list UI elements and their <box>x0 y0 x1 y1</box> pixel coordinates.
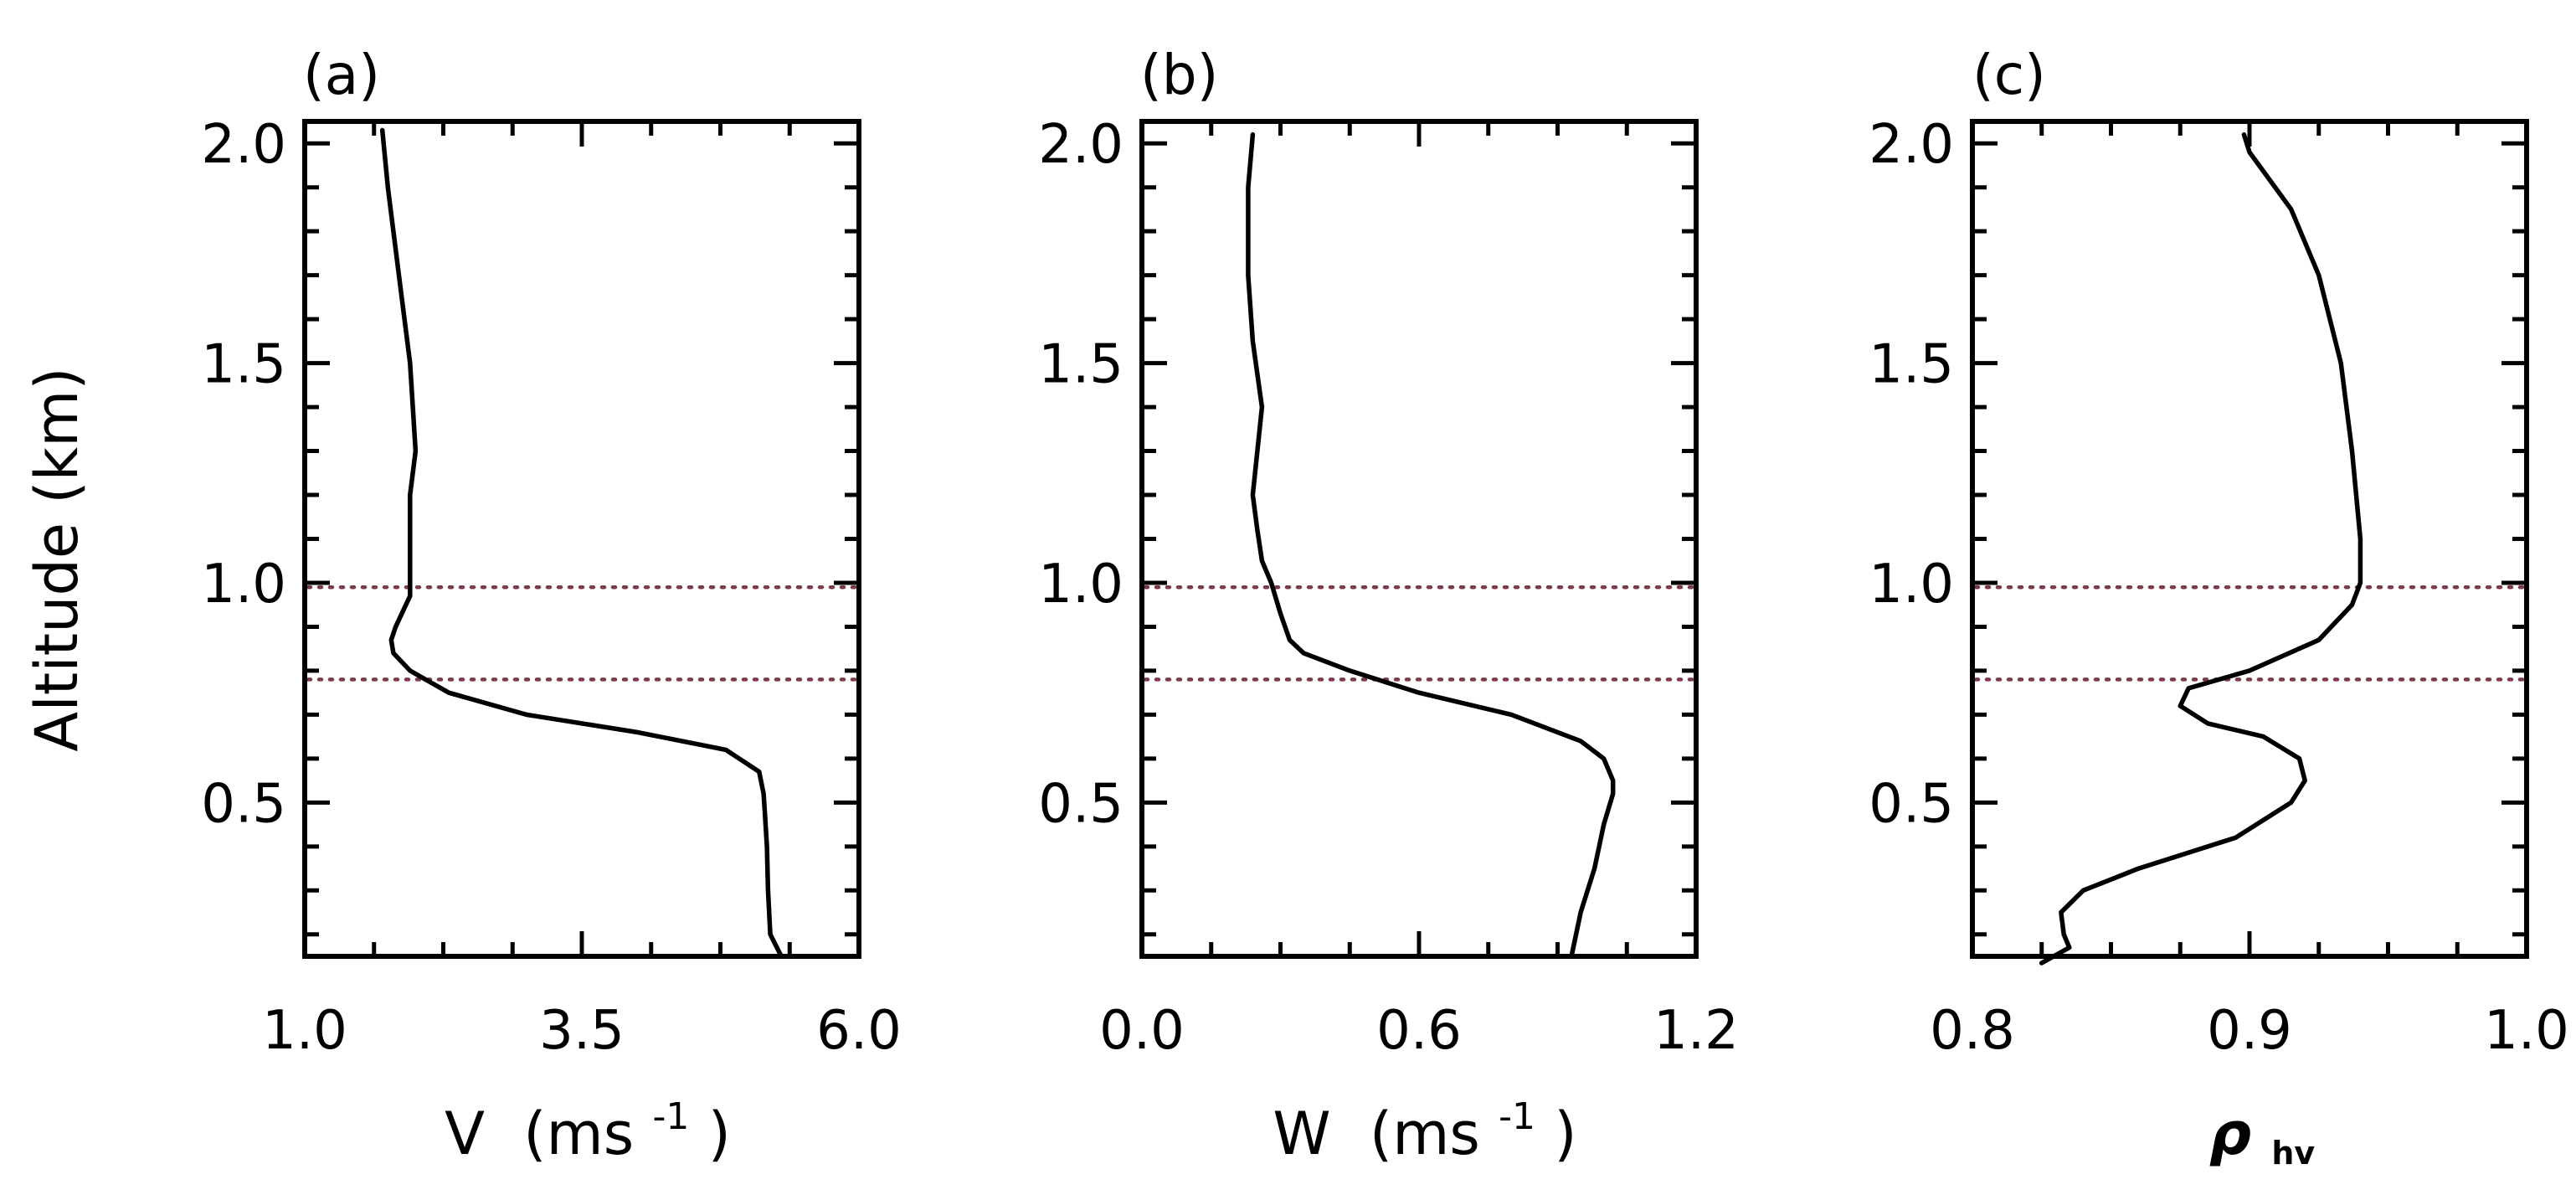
panel-b-ytick-labels: 0.5 1.0 1.5 2.0 <box>1038 114 1123 835</box>
panel-b-xtick-labels: 0.0 0.6 1.2 <box>1099 1000 1739 1062</box>
panel-b-xtick-label: 0.0 <box>1099 1000 1185 1062</box>
panel-a-ticks <box>302 121 861 956</box>
panel-b-frame <box>1139 119 1699 959</box>
panel-c-xtick-label: 0.8 <box>1930 1000 2015 1062</box>
panel-b-reference-lines <box>1143 585 1695 682</box>
panel-c-ytick-label: 0.5 <box>1869 773 1954 835</box>
panel-c-xtick-label: 0.9 <box>2207 1000 2292 1062</box>
panel-b: (b) 0.5 1.0 1.5 2.0 0.0 0.6 1.2 W (ms -1 ) <box>1038 43 1739 1168</box>
panel-c-reference-lines <box>1973 585 2526 682</box>
panel-a-ytick-label: 1.5 <box>201 334 286 396</box>
panel-a-xtick-labels: 1.0 3.5 6.0 <box>262 1000 902 1062</box>
panel-c-ytick-label: 2.0 <box>1869 114 1954 176</box>
panel-a-xtick-label: 1.0 <box>262 1000 347 1062</box>
panel-b-x-axis-unit-close: ) <box>1554 1100 1576 1168</box>
panel-a-ytick-label: 2.0 <box>201 114 286 176</box>
panel-b-x-axis-title: W (ms -1 ) <box>1273 1074 1576 1168</box>
panel-c-xtick-label: 1.0 <box>2484 1000 2569 1062</box>
panel-c: (c) 0.5 1.0 1.5 2.0 0.8 0.9 1.0 ρ hv <box>1869 43 2569 1172</box>
panel-a-x-axis-title: V (ms -1 ) <box>445 1074 731 1168</box>
panel-a-v-profile-line <box>379 127 784 959</box>
panel-c-x-axis-title: ρ hv <box>2209 1100 2316 1172</box>
panel-b-ytick-label: 1.5 <box>1038 334 1123 396</box>
panel-b-ytick-label: 2.0 <box>1038 114 1123 176</box>
panel-b-xtick-label: 1.2 <box>1653 1000 1739 1062</box>
panel-b-ytick-label: 1.0 <box>1038 554 1123 616</box>
panel-label-b: (b) <box>1140 43 1218 107</box>
panel-a-ytick-labels: 0.5 1.0 1.5 2.0 <box>201 114 286 835</box>
panel-b-x-axis-symbol: W <box>1273 1100 1330 1168</box>
panel-a-x-axis-unit-close: ) <box>708 1100 731 1168</box>
panel-a-xtick-label: 6.0 <box>816 1000 902 1062</box>
panel-c-ytick-labels: 0.5 1.0 1.5 2.0 <box>1869 114 1954 835</box>
panel-b-xtick-label: 0.6 <box>1376 1000 1462 1062</box>
y-axis-title: Altitude (km) <box>23 367 91 751</box>
panel-a-x-axis-symbol: V <box>445 1100 485 1168</box>
panel-a-x-axis-unit: (ms <box>523 1100 634 1168</box>
panel-label-c: (c) <box>1972 43 2046 107</box>
panel-c-x-axis-symbol: ρ <box>2209 1100 2251 1168</box>
panel-a-ytick-label: 1.0 <box>201 554 286 616</box>
panel-c-ytick-label: 1.5 <box>1869 334 1954 396</box>
panel-a-x-axis-unit-sup: -1 <box>652 1095 689 1138</box>
panel-c-rhohv-profile-line <box>2039 131 2363 966</box>
panel-a-ytick-label: 0.5 <box>201 773 286 835</box>
panel-a-reference-lines <box>306 585 858 682</box>
panel-c-frame <box>1970 119 2529 959</box>
panel-c-x-axis-subscript: hv <box>2271 1135 2315 1172</box>
panel-c-xtick-labels: 0.8 0.9 1.0 <box>1930 1000 2569 1062</box>
panel-a: (a) 0.5 1.0 1.5 2.0 1.0 3.5 6.0 V (ms -1 ) <box>201 43 902 1168</box>
panel-b-ytick-label: 0.5 <box>1038 773 1123 835</box>
panel-a-xtick-label: 3.5 <box>539 1000 625 1062</box>
panel-b-x-axis-unit: (ms <box>1370 1100 1480 1168</box>
panel-a-frame <box>302 119 861 959</box>
panel-b-ticks <box>1139 121 1699 956</box>
panel-label-a: (a) <box>303 43 380 107</box>
panel-b-x-axis-unit-sup: -1 <box>1499 1095 1535 1138</box>
panel-c-ytick-label: 1.0 <box>1869 554 1954 616</box>
panel-b-w-profile-line <box>1246 131 1616 959</box>
